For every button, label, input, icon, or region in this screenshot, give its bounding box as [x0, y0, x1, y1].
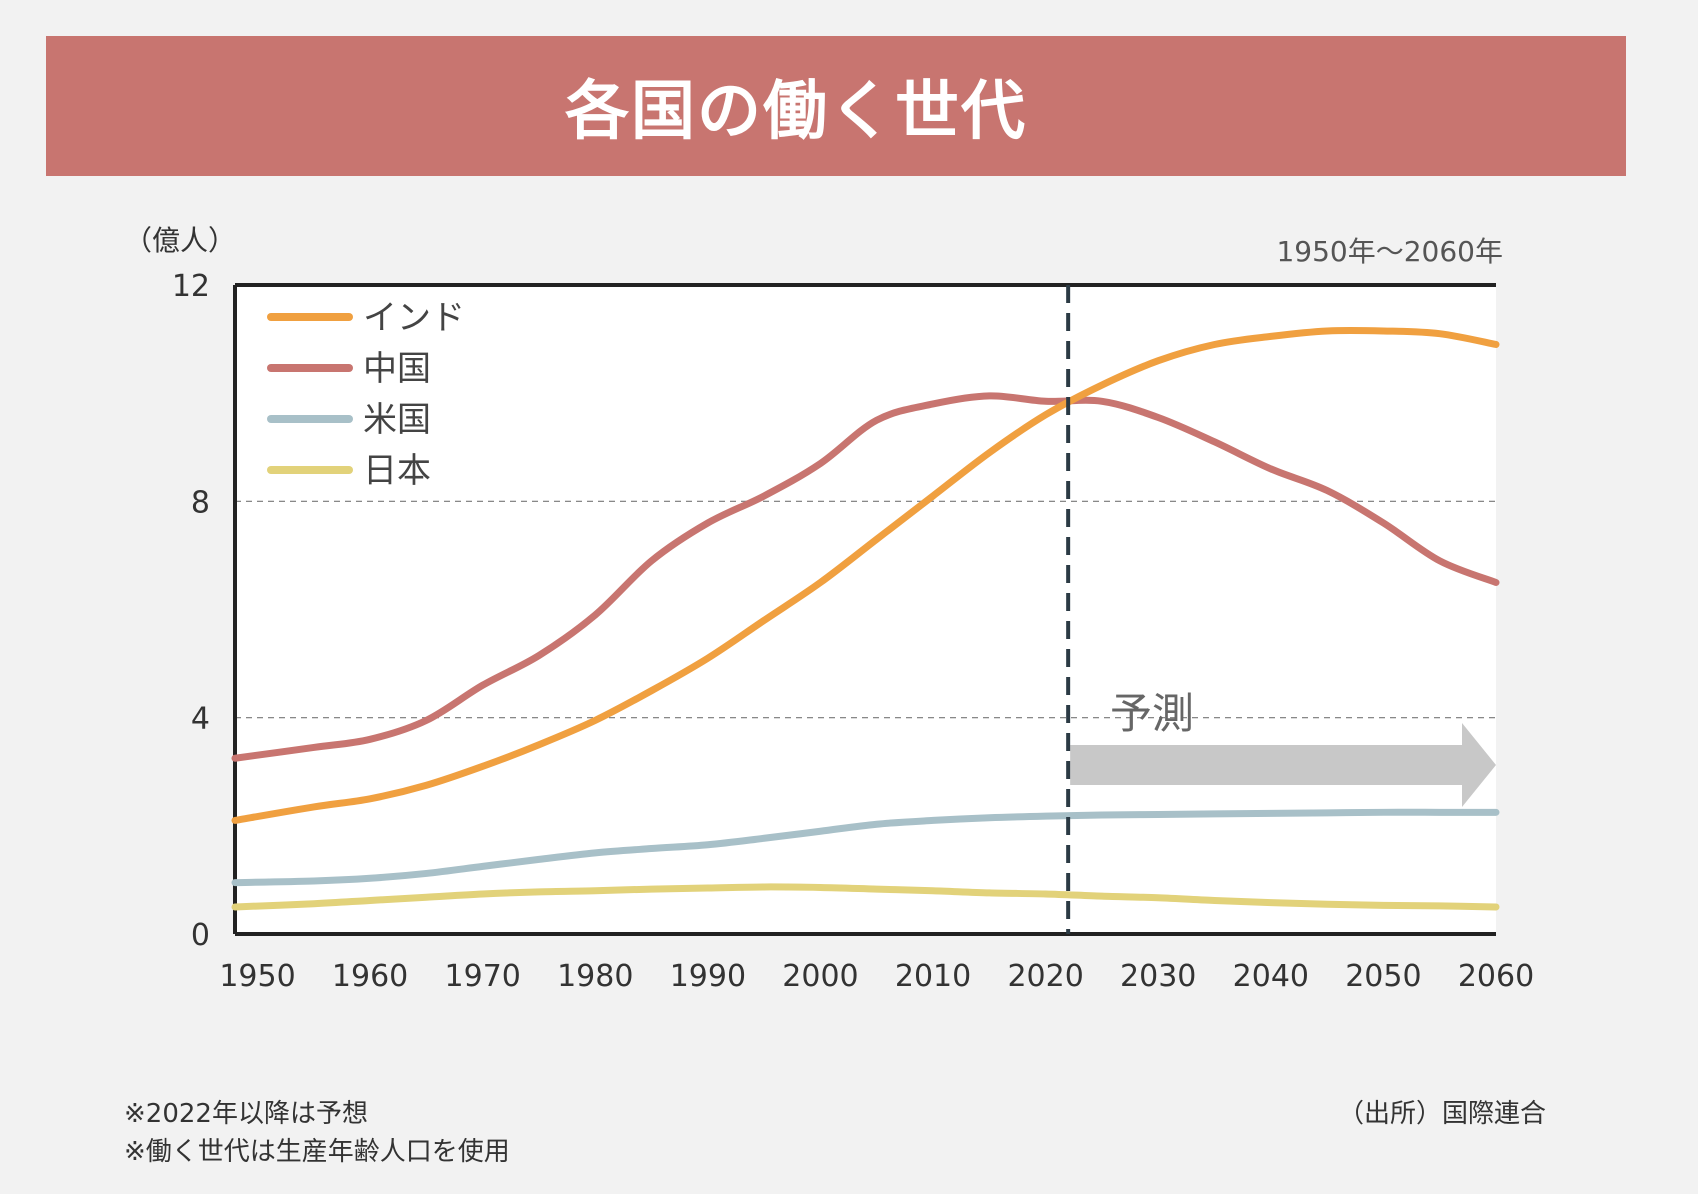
period-label: 1950年〜2060年	[1276, 235, 1503, 268]
series-line-2	[231, 808, 1500, 887]
y-tick-label: 8	[191, 485, 210, 520]
x-tick-label: 2020	[1007, 959, 1083, 994]
x-tick-label: 1970	[445, 959, 521, 994]
source-note: （出所）国際連合	[1337, 1099, 1546, 1129]
x-tick-label: 2010	[895, 959, 971, 994]
footnote-forecast: ※2022年以降は予想	[124, 1099, 368, 1129]
x-tick-label: 1960	[332, 959, 408, 994]
chart-title: 各国の働く世代	[565, 75, 1027, 149]
x-tick-label: 1980	[557, 959, 633, 994]
x-tick-label: 2040	[1233, 959, 1309, 994]
y-tick-label: 4	[191, 702, 210, 737]
legend-label: 日本	[363, 451, 431, 491]
y-unit-label: （億人）	[124, 224, 236, 257]
x-tick-label: 2000	[782, 959, 858, 994]
x-tick-label: 1950	[219, 959, 295, 994]
footnote-working-age: ※働く世代は生産年齢人口を使用	[124, 1137, 510, 1167]
x-tick-label: 2030	[1120, 959, 1196, 994]
series-line-0	[231, 326, 1500, 824]
legend-label: 中国	[363, 349, 431, 389]
series-line-3	[231, 883, 1500, 911]
title-banner: 各国の働く世代	[46, 36, 1626, 176]
forecast-arrow	[1070, 723, 1496, 807]
x-tick-label: 2050	[1345, 959, 1421, 994]
series-line-1	[231, 392, 1500, 762]
forecast-label: 予測	[1110, 689, 1194, 738]
y-tick-label: 12	[172, 269, 210, 304]
x-tick-label: 1990	[670, 959, 746, 994]
y-tick-label: 0	[191, 918, 210, 953]
legend-label: 米国	[363, 400, 431, 440]
x-tick-label: 2060	[1458, 959, 1534, 994]
legend-label: インド	[363, 298, 465, 338]
